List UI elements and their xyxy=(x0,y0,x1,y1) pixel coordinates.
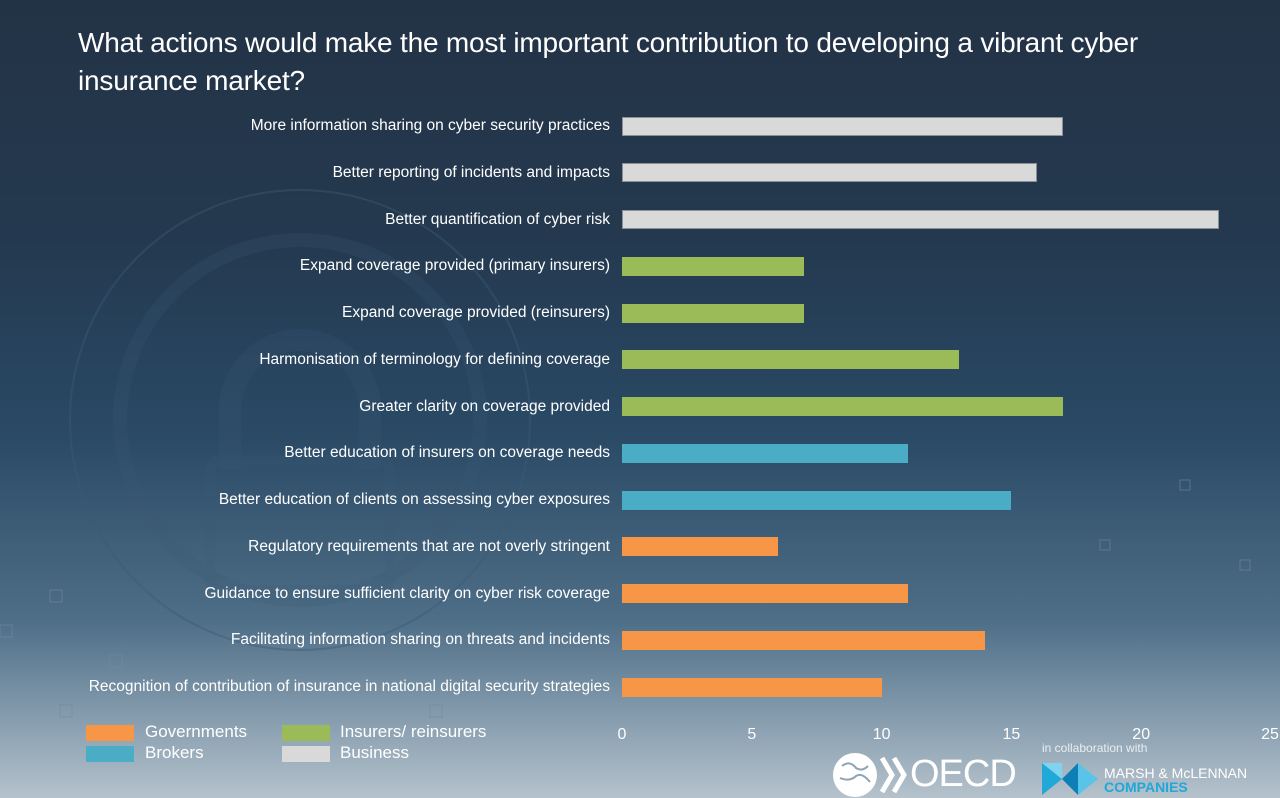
legend-label-governments: Governments xyxy=(145,722,248,741)
bar xyxy=(622,490,1012,510)
category-label: More information sharing on cyber securi… xyxy=(250,117,610,134)
x-tick-label: 0 xyxy=(617,726,627,743)
bar xyxy=(622,630,986,650)
bar xyxy=(622,210,1220,229)
x-tick-label: 25 xyxy=(1261,726,1279,743)
category-label: Harmonisation of terminology for definin… xyxy=(259,350,610,368)
mmc-logo-line2: COMPANIES xyxy=(1104,779,1188,795)
legend-swatch-business xyxy=(282,746,330,762)
category-label: Regulatory requirements that are not ove… xyxy=(248,537,610,555)
bar xyxy=(622,443,908,463)
marsh-mclennan-logo-icon xyxy=(1042,763,1098,795)
x-tick-label: 15 xyxy=(1002,726,1021,743)
bar xyxy=(622,537,778,557)
category-label: Recognition of contribution of insurance… xyxy=(88,678,610,695)
mmc-logo-line1: MARSH & McLENNAN xyxy=(1104,765,1248,781)
category-label: Expand coverage provided (primary insure… xyxy=(299,257,610,275)
category-label: Guidance to ensure sufficient clarity on… xyxy=(204,584,611,602)
category-label: Better quantification of cyber risk xyxy=(385,210,610,228)
oecd-logo-text: OECD xyxy=(910,753,1017,795)
legend-swatch-insurers xyxy=(282,725,330,741)
chart-title: What actions would make the most importa… xyxy=(78,27,1139,96)
bar xyxy=(622,163,1038,183)
bar xyxy=(622,350,960,370)
x-tick-label: 10 xyxy=(872,726,891,743)
legend-swatch-governments xyxy=(86,725,134,741)
bar xyxy=(622,116,1064,136)
category-label: Expand coverage provided (reinsurers) xyxy=(342,304,610,321)
bar xyxy=(622,397,1064,416)
category-label: Better education of insurers on coverage… xyxy=(284,444,610,462)
legend-label-business: Business xyxy=(340,743,409,762)
x-tick-label: 20 xyxy=(1132,726,1151,743)
bar xyxy=(622,256,804,276)
bar xyxy=(622,303,804,323)
bar xyxy=(622,584,908,603)
legend-label-brokers: Brokers xyxy=(145,743,204,762)
oecd-globe-logo-icon xyxy=(833,753,907,797)
legend-label-insurers: Insurers/ reinsurers xyxy=(340,722,487,741)
x-tick-label: 5 xyxy=(747,726,757,743)
legend-swatch-brokers xyxy=(86,746,134,762)
category-label: Better reporting of incidents and impact… xyxy=(332,163,610,181)
category-label: Greater clarity on coverage provided xyxy=(359,397,610,415)
category-label: Better education of clients on assessing… xyxy=(218,491,610,508)
collaboration-text: in collaboration with xyxy=(1042,741,1148,755)
category-label: Facilitating information sharing on thre… xyxy=(230,631,610,649)
bar xyxy=(622,677,882,697)
